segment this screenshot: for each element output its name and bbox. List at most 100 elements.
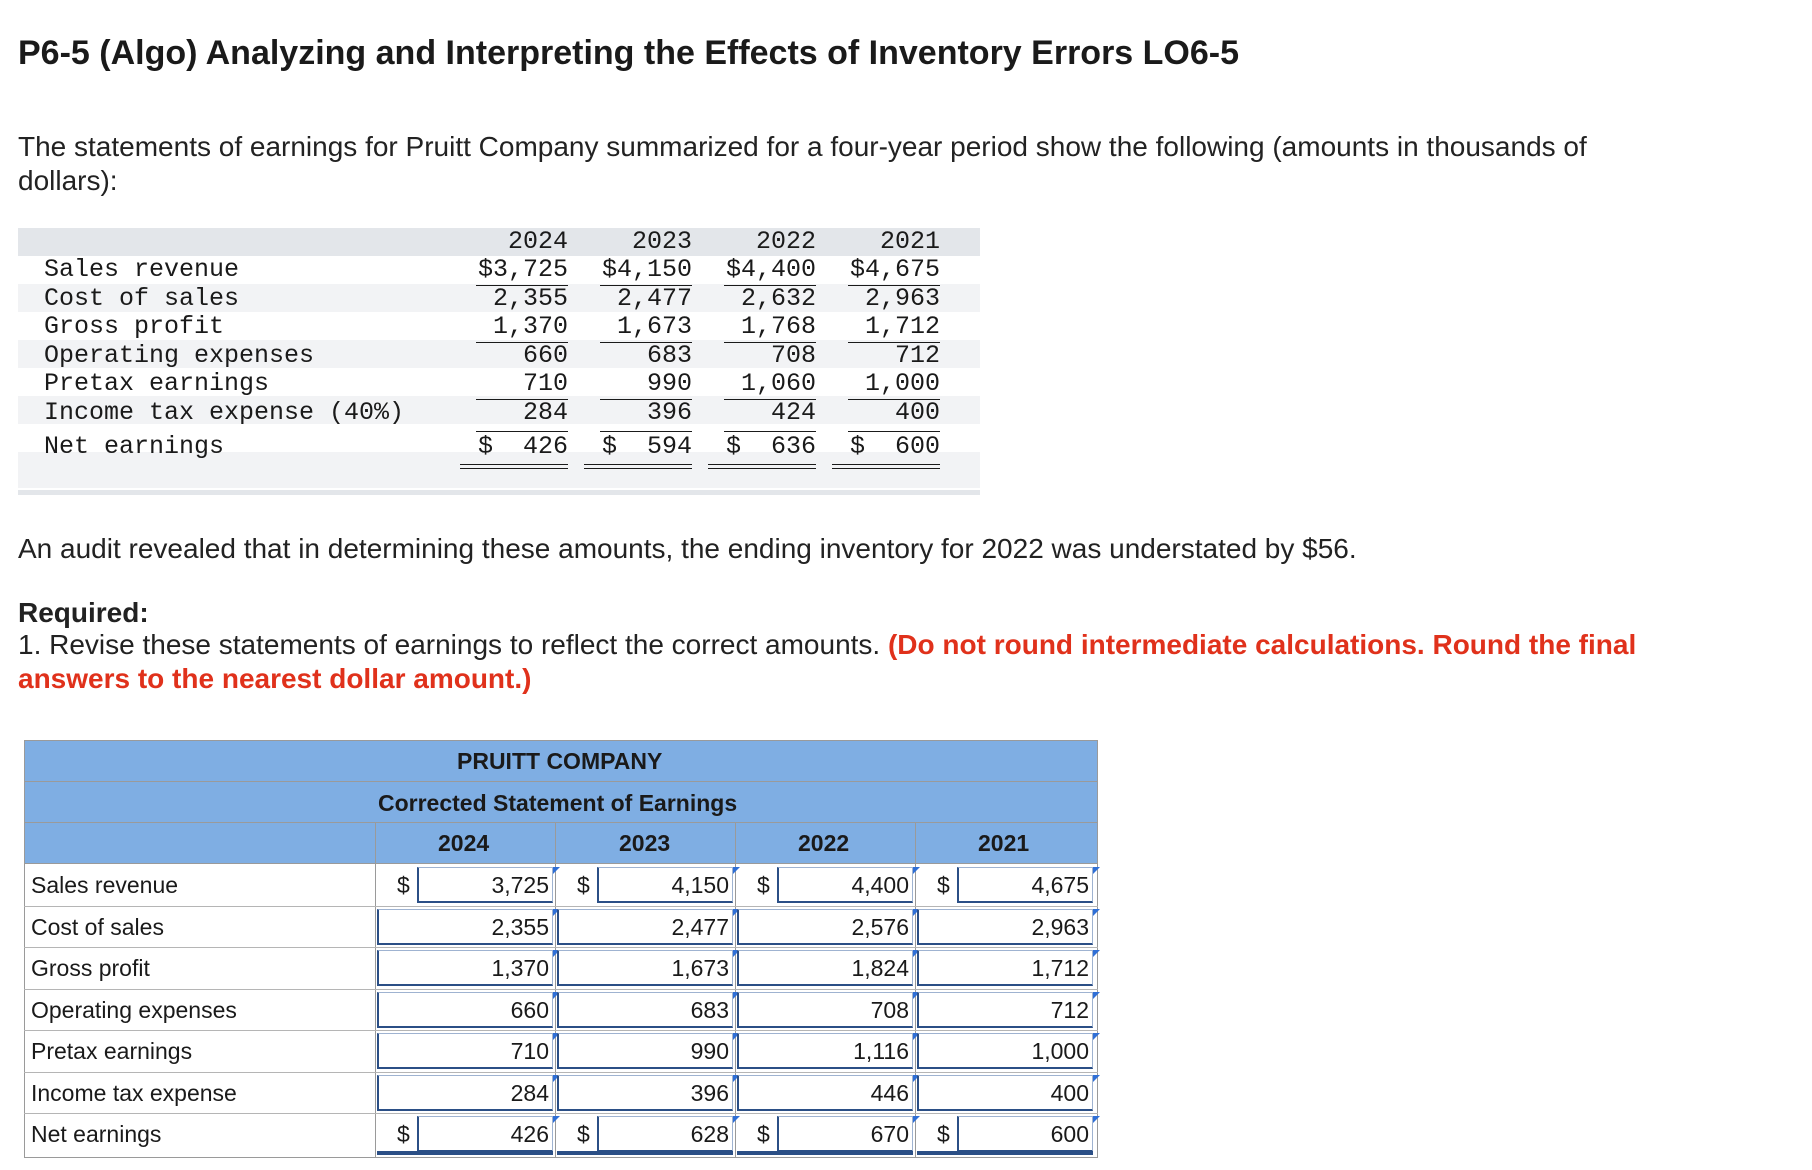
- summary-underline: [600, 341, 692, 343]
- value-input[interactable]: [377, 1074, 553, 1111]
- summary-underline: [848, 431, 940, 432]
- row-label: Sales revenue: [31, 872, 179, 898]
- dollar-sign: $: [757, 872, 770, 898]
- summary-double-underline: [708, 463, 816, 465]
- value-input[interactable]: [957, 867, 1093, 903]
- summary-stripe: [18, 284, 980, 312]
- summary-table: [18, 228, 980, 495]
- summary-underline: [600, 398, 692, 400]
- double-underline: [377, 1150, 553, 1155]
- answer-flag-icon: [553, 908, 560, 916]
- summary-row-label: Operating expenses: [44, 340, 315, 370]
- subtitle-band: [24, 781, 1098, 823]
- value-input[interactable]: [377, 908, 553, 945]
- summary-row-label: Gross profit: [44, 312, 225, 341]
- value-input[interactable]: [557, 1033, 733, 1069]
- column-divider: [375, 864, 376, 1158]
- answer-flag-icon: [913, 991, 920, 999]
- summary-double-underline: [460, 463, 568, 465]
- summary-year-header: 2021: [879, 227, 940, 256]
- column-divider: [735, 864, 736, 1158]
- value-cell: 2,477: [671, 913, 729, 940]
- summary-underline: [848, 341, 940, 343]
- intro-text: The statements of earnings for Pruitt Co…: [18, 131, 1587, 196]
- dollar-sign: $: [757, 1121, 770, 1147]
- summary-double-underline: [832, 463, 940, 465]
- summary-row-label: Net earnings: [44, 432, 225, 461]
- double-underline: [917, 1150, 1093, 1155]
- summary-underline: [848, 284, 940, 286]
- value-input[interactable]: [417, 867, 553, 903]
- summary-cell: $ 594: [601, 432, 692, 461]
- summary-row-label: Income tax expense (40%): [44, 397, 405, 427]
- summary-cell: 1,370: [492, 312, 568, 341]
- summary-underline: [476, 398, 568, 400]
- value-input[interactable]: [917, 1074, 1093, 1111]
- value-input[interactable]: [917, 908, 1093, 945]
- summary-underline: [724, 431, 816, 432]
- statement-subtitle: Corrected Statement of Earnings: [378, 790, 738, 816]
- answer-flag-icon: [1093, 867, 1100, 874]
- summary-cell: 1,060: [740, 369, 816, 398]
- row-divider: [24, 905, 1098, 907]
- year-header-band: [24, 822, 1098, 864]
- answer-flag-icon: [553, 867, 560, 874]
- value-cell: 1,712: [1031, 955, 1089, 981]
- value-input[interactable]: [377, 1033, 553, 1069]
- answer-flag-icon: [733, 950, 740, 957]
- answer-flag-icon: [1093, 950, 1100, 957]
- summary-cell: 1,712: [864, 312, 940, 341]
- summary-cell: 2,477: [616, 283, 692, 313]
- value-cell: 600: [1050, 1121, 1089, 1147]
- value-input[interactable]: [737, 1033, 913, 1069]
- summary-stripe: [18, 340, 980, 368]
- value-input[interactable]: [917, 991, 1093, 1028]
- company-band: [24, 740, 1098, 782]
- answer-flag-icon: [913, 1033, 920, 1040]
- column-divider: [735, 822, 736, 864]
- summary-cell: 710: [522, 369, 568, 398]
- summary-cell: 660: [522, 340, 568, 370]
- summary-stripe: [18, 396, 980, 424]
- value-cell: 2,963: [1031, 913, 1089, 940]
- value-input[interactable]: [737, 908, 913, 945]
- summary-cell: 1,000: [864, 369, 940, 398]
- row-label: Pretax earnings: [31, 1038, 193, 1064]
- value-cell: 2,576: [851, 913, 909, 940]
- answer-flag-icon: [733, 908, 740, 916]
- answer-flag-icon: [733, 1074, 740, 1082]
- summary-cell: 284: [522, 397, 568, 427]
- value-input[interactable]: [777, 867, 913, 903]
- row-label: Gross profit: [31, 955, 150, 981]
- value-cell: 2,355: [491, 913, 549, 940]
- value-input[interactable]: [737, 950, 913, 986]
- row-label: Net earnings: [31, 1121, 162, 1147]
- summary-cell: 1,768: [740, 312, 816, 341]
- value-input[interactable]: [597, 867, 733, 903]
- value-input[interactable]: [557, 950, 733, 986]
- summary-cell: 683: [646, 340, 692, 370]
- value-input[interactable]: [557, 991, 733, 1028]
- summary-cell: 712: [894, 340, 940, 370]
- value-input[interactable]: [377, 950, 553, 986]
- summary-cell: 1,673: [616, 312, 692, 341]
- value-input[interactable]: [557, 908, 733, 945]
- value-cell: 4,150: [671, 872, 729, 898]
- required-text: 1. Revise these statements of earnings t…: [18, 629, 888, 660]
- value-input[interactable]: [917, 950, 1093, 986]
- value-input[interactable]: [377, 991, 553, 1028]
- value-cell: 4,675: [1031, 872, 1089, 898]
- answer-flag-icon: [733, 867, 740, 874]
- value-input[interactable]: [737, 1074, 913, 1111]
- value-cell: 4,400: [851, 872, 909, 898]
- value-input[interactable]: [557, 1074, 733, 1111]
- column-divider: [915, 864, 916, 1158]
- value-input[interactable]: [737, 991, 913, 1028]
- summary-cell: 396: [646, 397, 692, 427]
- summary-cell: 2,963: [864, 283, 940, 313]
- answer-flag-icon: [1093, 991, 1100, 999]
- summary-row-label: Sales revenue: [44, 255, 240, 284]
- value-input[interactable]: [917, 1033, 1093, 1069]
- value-cell: 660: [510, 996, 549, 1023]
- row-label: Cost of sales: [31, 913, 164, 940]
